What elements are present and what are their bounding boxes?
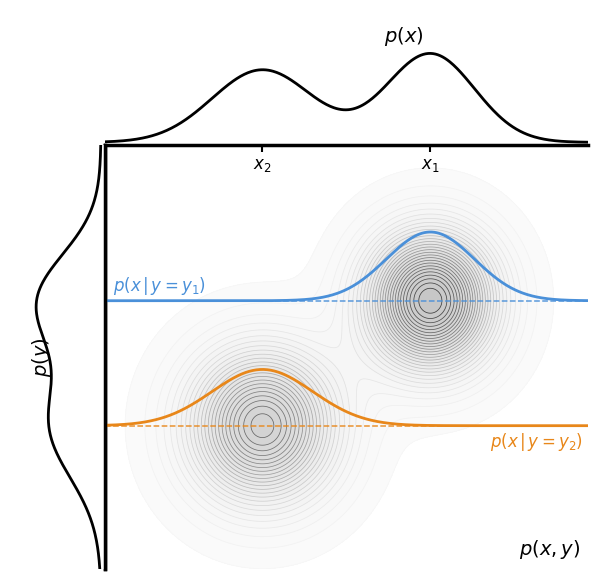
- Text: $p(y)$: $p(y)$: [30, 337, 53, 377]
- Text: $p(x\,|\,y = y_2)$: $p(x\,|\,y = y_2)$: [490, 431, 582, 453]
- Text: $p(x\,|\,y = y_1)$: $p(x\,|\,y = y_1)$: [113, 275, 207, 297]
- Text: $p(x)$: $p(x)$: [384, 25, 424, 48]
- Text: $p(x, y)$: $p(x, y)$: [519, 538, 581, 561]
